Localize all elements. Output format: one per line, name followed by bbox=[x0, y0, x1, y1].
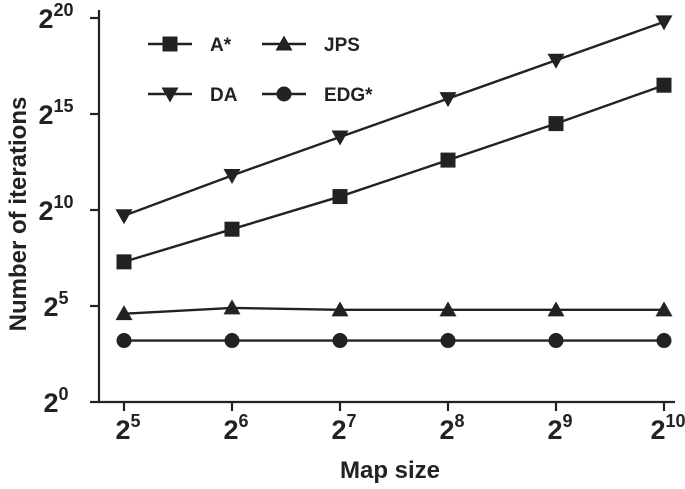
data-point-edg bbox=[116, 333, 132, 349]
data-point-a bbox=[548, 116, 564, 132]
x-tick-label: 28 bbox=[439, 411, 464, 445]
series-line-da bbox=[123, 20, 665, 217]
series-edg bbox=[116, 333, 672, 349]
y-axis-title: Number of iterations bbox=[5, 97, 32, 332]
y-tick-label: 220 bbox=[38, 0, 73, 34]
legend-label: A* bbox=[210, 35, 232, 56]
data-point-da bbox=[439, 92, 457, 108]
data-point-edg bbox=[440, 333, 456, 349]
y-tick-label: 210 bbox=[38, 192, 73, 226]
x-axis-title: Map size bbox=[340, 457, 440, 484]
legend-marker-da bbox=[161, 87, 179, 103]
data-point-edg bbox=[548, 333, 564, 349]
data-point-jps bbox=[223, 299, 241, 315]
data-point-edg bbox=[332, 333, 348, 349]
y-tick-label: 215 bbox=[38, 96, 73, 130]
data-point-jps bbox=[655, 301, 673, 317]
legend-label: JPS bbox=[324, 35, 360, 56]
legend-marker-a bbox=[162, 36, 178, 52]
series-jps bbox=[115, 299, 673, 321]
legend-item-edg: EDG* bbox=[262, 85, 373, 106]
x-axis-ticks: 25 26 27 28 29 210 bbox=[115, 402, 685, 445]
data-point-a bbox=[116, 254, 132, 270]
x-tick-label: 26 bbox=[223, 411, 248, 445]
series-a bbox=[116, 77, 672, 270]
legend-marker-jps bbox=[275, 35, 293, 51]
data-point-a bbox=[656, 77, 672, 93]
x-tick-label: 210 bbox=[650, 411, 685, 445]
data-point-edg bbox=[224, 333, 240, 349]
legend: A* JPS DA EDG* bbox=[148, 35, 373, 106]
data-point-da bbox=[547, 53, 565, 69]
series-line-a bbox=[123, 84, 665, 263]
axes bbox=[97, 10, 675, 404]
y-axis-ticks: 20 25 210 215 220 bbox=[38, 0, 99, 418]
data-point-a bbox=[224, 221, 240, 237]
data-point-jps bbox=[115, 305, 133, 321]
legend-label: DA bbox=[210, 85, 238, 106]
data-point-da bbox=[115, 209, 133, 225]
data-point-jps bbox=[547, 301, 565, 317]
data-point-da bbox=[655, 15, 673, 31]
x-tick-label: 27 bbox=[331, 411, 356, 445]
series-line-jps bbox=[123, 306, 664, 315]
legend-item-a: A* bbox=[148, 35, 232, 56]
data-point-jps bbox=[331, 301, 349, 317]
series-layer bbox=[115, 15, 673, 349]
y-tick-label: 25 bbox=[43, 288, 68, 322]
x-tick-label: 29 bbox=[547, 411, 572, 445]
x-tick-label: 25 bbox=[115, 411, 140, 445]
data-point-a bbox=[440, 152, 456, 168]
legend-marker-edg bbox=[276, 86, 292, 102]
data-point-jps bbox=[439, 301, 457, 317]
legend-item-jps: JPS bbox=[262, 35, 360, 56]
series-da bbox=[115, 15, 673, 225]
data-point-a bbox=[332, 189, 348, 205]
legend-item-da: DA bbox=[148, 85, 238, 106]
data-point-da bbox=[331, 130, 349, 146]
data-point-da bbox=[223, 168, 241, 184]
data-point-edg bbox=[656, 333, 672, 349]
legend-label: EDG* bbox=[324, 85, 373, 106]
y-tick-label: 20 bbox=[43, 384, 68, 418]
